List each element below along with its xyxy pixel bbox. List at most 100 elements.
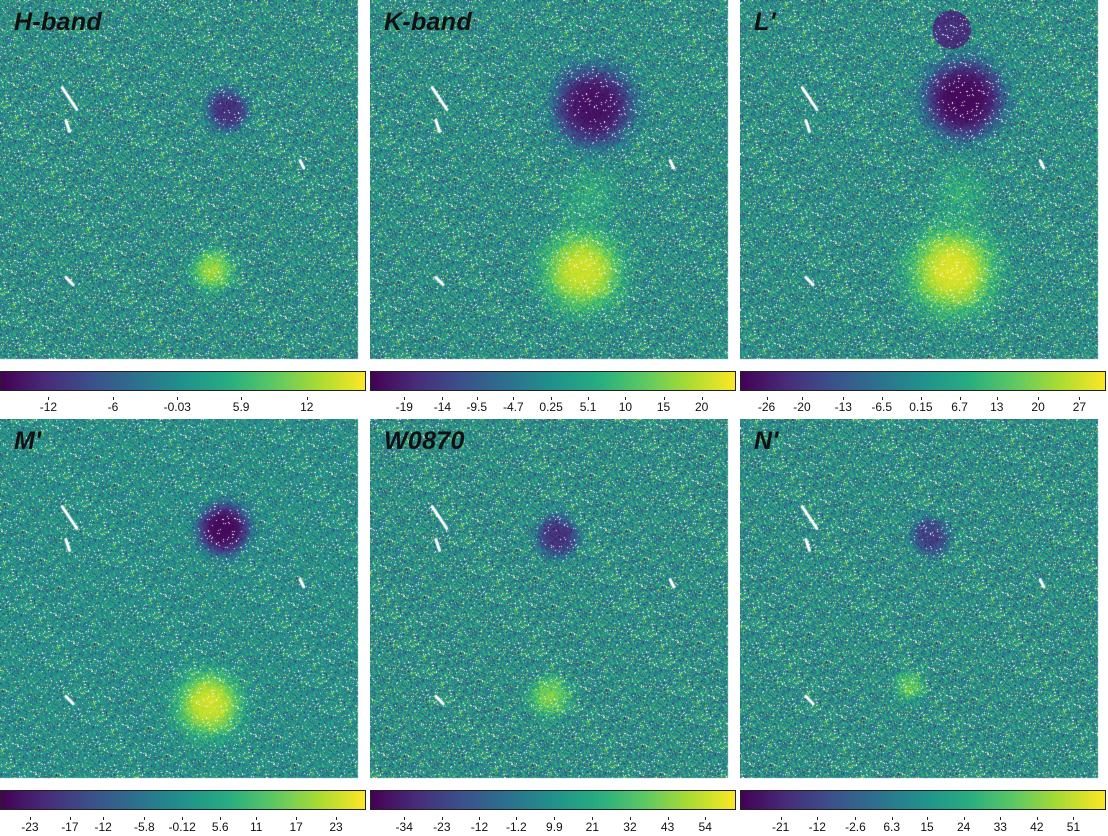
colorbar-tick-mark <box>442 397 444 400</box>
colorbar-tick-labels: -12 -6 -0.03 5.9 12 <box>0 397 366 416</box>
colorbar-tick-label: 9.9 <box>546 820 563 834</box>
colorbar-tick-label: 42 <box>1030 820 1044 834</box>
colorbar-tick-label: -14 <box>433 400 452 414</box>
colorbar-tick-mark <box>29 817 31 820</box>
colorbar-tick-mark <box>625 397 627 400</box>
colorbar-tick-mark <box>476 397 478 400</box>
colorbar-tick-mark <box>963 817 965 820</box>
colorbar-tick-label: -12 <box>470 820 489 834</box>
colorbar-tick-labels: -19 -14 -9.5 -4.7 0.25 5.1 10 15 20 <box>370 397 736 416</box>
colorbar-tick-mark <box>843 397 845 400</box>
colorbar-tick-mark <box>48 397 50 400</box>
colorbar-tick-label: 13 <box>990 400 1004 414</box>
colorbar-tick-mark <box>855 817 857 820</box>
band-title: W0870 <box>384 427 465 455</box>
image-panel: L' -26 -20 -13 -6.5 0.15 6.7 13 20 27 <box>740 0 1106 416</box>
colorbar-tick-label: 0.25 <box>539 400 563 414</box>
colorbar-tick-label: 6.3 <box>883 820 901 834</box>
colorbar-tick-label: -0.12 <box>168 820 196 834</box>
colorbar-tick-label: -23 <box>21 820 39 834</box>
colorbar-tick-label: 5.1 <box>579 400 597 414</box>
colorbar-tick-mark <box>881 397 883 400</box>
band-title: H-band <box>14 8 102 36</box>
colorbar-tick-mark <box>959 397 961 400</box>
colorbar-tick-label: 54 <box>698 820 712 834</box>
colorbar-tick-label: -12 <box>94 820 112 834</box>
colorbar-tick-label: -21 <box>771 820 790 834</box>
colorbar-tick-mark <box>1036 817 1038 820</box>
colorbar-tick-label: 20 <box>1031 400 1045 414</box>
colorbar-tick-mark <box>1073 817 1075 820</box>
colorbar-tick-mark <box>103 817 105 820</box>
colorbar-tick-labels: -34 -23 -12 -1.2 9.9 21 32 43 54 <box>370 817 736 836</box>
colorbar-tick-mark <box>780 817 782 820</box>
colorbar-tick-mark <box>551 397 553 400</box>
colorbar-tick-mark <box>554 817 556 820</box>
colorbar-tick-label: 0.15 <box>909 400 933 414</box>
colorbar-tick-mark <box>891 817 893 820</box>
colorbar-tick-label: -19 <box>395 400 413 414</box>
detector-image: H-band <box>0 0 366 365</box>
detector-image: W0870 <box>370 419 736 784</box>
image-panel: M' -23 -17 -12 -5.8 -0.12 5.6 11 17 23 <box>0 419 366 836</box>
colorbar-tick-label: -2.6 <box>845 820 866 834</box>
colorbar <box>740 790 1106 810</box>
colorbar-tick-mark <box>629 817 631 820</box>
image-panel: N' -21 -12 -2.6 6.3 15 24 33 42 51 <box>740 419 1106 836</box>
colorbar <box>740 371 1106 391</box>
image-panel: K-band -19 -14 -9.5 -4.7 0.25 5.1 10 15 20 <box>370 0 736 416</box>
colorbar-tick-mark <box>1079 397 1081 400</box>
image-canvas <box>0 419 366 784</box>
colorbar-tick-labels: -21 -12 -2.6 6.3 15 24 33 42 51 <box>740 817 1106 836</box>
colorbar-tick-mark <box>177 397 179 400</box>
colorbar-tick-mark <box>1038 397 1040 400</box>
colorbar-tick-mark <box>306 397 308 400</box>
band-title: N' <box>754 427 779 455</box>
colorbar-tick-label: 5.9 <box>232 400 250 414</box>
colorbar-tick-label: 32 <box>623 820 637 834</box>
colorbar-tick-mark <box>441 817 443 820</box>
colorbar-tick-label: 24 <box>956 820 971 834</box>
colorbar-tick-mark <box>927 817 929 820</box>
image-panel: H-band -12 -6 -0.03 5.9 12 <box>0 0 366 416</box>
colorbar-tick-label: 15 <box>656 400 671 414</box>
colorbar-tick-label: -20 <box>793 400 811 414</box>
colorbar-tick-mark <box>1000 817 1002 820</box>
colorbar-tick-label: -12 <box>39 400 58 414</box>
colorbar-tick-label: 12 <box>300 400 314 414</box>
colorbar-tick-label: -12 <box>808 820 826 834</box>
colorbar-tick-label: 10 <box>618 400 633 414</box>
colorbar-tick-labels: -23 -17 -12 -5.8 -0.12 5.6 11 17 23 <box>0 817 366 836</box>
colorbar <box>0 790 366 810</box>
colorbar-tick-mark <box>404 397 406 400</box>
image-canvas <box>370 419 736 784</box>
colorbar <box>370 371 736 391</box>
image-canvas <box>0 0 366 365</box>
colorbar-tick-mark <box>513 397 515 400</box>
colorbar-tick-mark <box>817 817 819 820</box>
detector-image: M' <box>0 419 366 784</box>
colorbar-tick-mark <box>113 397 115 400</box>
colorbar-tick-mark <box>801 397 803 400</box>
colorbar <box>370 790 736 810</box>
colorbar-tick-label: -17 <box>61 820 79 834</box>
colorbar-tick-mark <box>920 397 922 400</box>
colorbar-tick-label: 23 <box>329 820 343 834</box>
colorbar-tick-mark <box>256 817 258 820</box>
colorbar-tick-label: -4.7 <box>503 400 524 414</box>
colorbar-tick-mark <box>663 397 665 400</box>
colorbar-tick-label: 43 <box>660 820 675 834</box>
colorbar-tick-mark <box>144 817 146 820</box>
colorbar-tick-label: -1.2 <box>506 820 527 834</box>
colorbar-tick-label: 27 <box>1072 400 1087 414</box>
colorbar <box>0 371 366 391</box>
colorbar-tick-label: -13 <box>834 400 852 414</box>
band-title: M' <box>14 427 42 455</box>
colorbar-tick-label: -6 <box>107 400 119 414</box>
colorbar-tick-mark <box>241 397 243 400</box>
colorbar-tick-mark <box>404 817 406 820</box>
colorbar-tick-label: -5.8 <box>134 820 155 834</box>
detector-image: N' <box>740 419 1106 784</box>
colorbar-tick-mark <box>69 817 71 820</box>
band-title: L' <box>754 8 776 36</box>
